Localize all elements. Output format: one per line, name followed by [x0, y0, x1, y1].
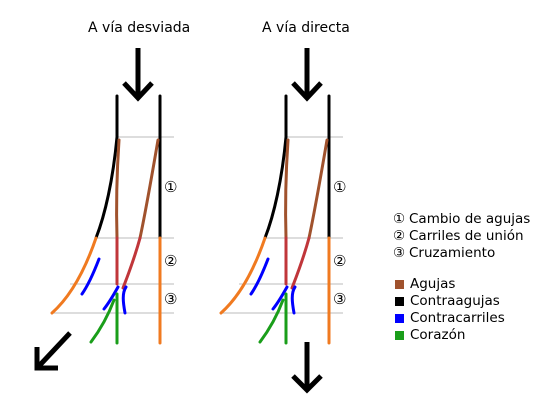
switch-blade-straight — [115, 138, 121, 240]
check-rail-left — [102, 285, 120, 311]
zone-mark-2-left: ② — [164, 252, 178, 270]
closure-rail-diverging — [290, 236, 311, 290]
zone-mark-1-left: ① — [164, 178, 178, 196]
zone-mark-1-right: ① — [333, 178, 347, 196]
legend-corazon: Corazón — [393, 327, 505, 344]
legend-contracarriles: Contracarriles — [393, 310, 505, 327]
turnout-straight — [219, 48, 343, 394]
zone-mark-3-right: ③ — [333, 290, 347, 308]
switch-blade-diverging — [138, 138, 160, 240]
left-stock-rail-lower — [219, 236, 267, 315]
arrow-down-icon-head — [122, 81, 154, 102]
arrow-down-left-icon — [37, 331, 72, 368]
frog-diverging — [258, 298, 285, 344]
diagram-title-diverging: A vía desviada — [88, 20, 191, 36]
switch-blade-diverging — [307, 138, 329, 240]
swatch-agujas — [395, 280, 404, 289]
legend-zone-3: ③ Cruzamiento — [393, 245, 496, 261]
swatch-corazon — [395, 331, 404, 340]
check-rail-right — [290, 285, 297, 315]
arrow-down-left-icon-head — [34, 347, 58, 371]
legend-agujas: Agujas — [393, 276, 505, 293]
closure-rail-diverging — [121, 236, 142, 290]
legend-zone-2: ② Carriles de unión — [393, 228, 524, 244]
check-rail-right — [121, 285, 128, 315]
zone-mark-3-left: ③ — [164, 290, 178, 308]
diagram-title-straight: A vía directa — [262, 20, 350, 36]
check-rail-left — [271, 285, 289, 311]
check-rail-diverging — [249, 257, 270, 296]
legend-zone-1: ① Cambio de agujas — [393, 211, 531, 227]
zone-mark-2-right: ② — [333, 252, 347, 270]
legend-contraagujas: Contraagujas — [393, 293, 505, 310]
arrow-down-icon-head — [291, 81, 323, 102]
left-stock-rail-upper — [263, 94, 288, 240]
check-rail-diverging — [80, 257, 101, 296]
switch-blade-straight — [284, 138, 290, 240]
arrow-down-icon-bottom-head — [291, 374, 323, 394]
swatch-contraagujas — [395, 297, 404, 306]
left-stock-rail-upper — [94, 94, 119, 240]
left-stock-rail-lower — [50, 236, 98, 315]
frog-diverging — [89, 298, 116, 344]
turnout-diverging — [34, 48, 174, 371]
parts-legend: Agujas Contraagujas Contracarriles Coraz… — [393, 276, 505, 344]
zones-legend: ① Cambio de agujas ② Carriles de unión ③ Cr… — [393, 211, 530, 262]
swatch-contracarriles — [395, 314, 404, 323]
